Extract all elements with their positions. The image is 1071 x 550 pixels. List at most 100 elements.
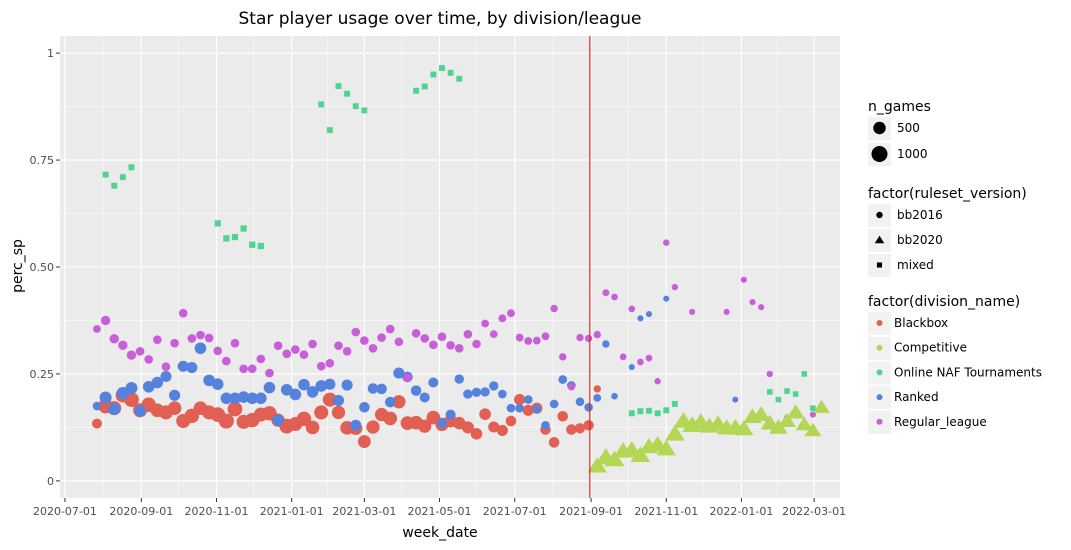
data-point (142, 380, 155, 393)
data-point (341, 379, 353, 391)
data-point (654, 410, 661, 417)
y-tick-label: 0.50 (30, 261, 55, 274)
data-point (289, 388, 302, 401)
data-point (334, 341, 343, 351)
data-point (549, 399, 559, 409)
data-point (100, 315, 111, 326)
data-point (445, 409, 456, 420)
data-point (628, 410, 635, 417)
data-point (809, 411, 816, 418)
data-point (437, 332, 447, 342)
data-point (584, 334, 593, 343)
legend-size-entries: 500 1000 (868, 117, 928, 166)
data-point (505, 415, 517, 427)
data-point (769, 418, 788, 434)
legend-color-marker (876, 344, 883, 351)
data-point (479, 408, 491, 420)
data-point (229, 392, 241, 405)
data-point (446, 340, 455, 350)
data-point (723, 308, 730, 315)
data-point (177, 360, 189, 372)
x-axis-ticks: 2020-07-01 2020-09-01 2020-11-01 2021-01-01… (33, 498, 846, 518)
data-point (153, 335, 162, 345)
data-point (178, 308, 188, 318)
x-tick-label: 2022-01-01 (709, 505, 773, 518)
data-point (611, 392, 618, 400)
legend-shape-marker (874, 235, 885, 244)
data-point (470, 428, 483, 440)
data-point (308, 339, 317, 349)
data-point (523, 395, 533, 404)
data-point (291, 345, 300, 354)
data-point (461, 421, 474, 434)
y-tick-label: 0 (47, 475, 54, 488)
data-point (663, 239, 670, 246)
data-point (498, 389, 507, 399)
data-point (167, 401, 182, 416)
data-point (488, 421, 500, 433)
data-point (92, 401, 102, 411)
data-point (515, 403, 524, 413)
data-point (160, 370, 172, 383)
data-point (454, 374, 464, 384)
data-point (532, 404, 542, 414)
data-point (498, 314, 507, 323)
data-point (522, 404, 534, 416)
legend-color-marker (876, 418, 883, 425)
data-point (541, 332, 550, 341)
data-point (350, 419, 362, 431)
data-point (125, 382, 138, 395)
data-point (306, 386, 319, 398)
data-point (734, 419, 754, 436)
data-point (514, 394, 526, 406)
data-point (611, 293, 618, 301)
data-point (418, 419, 432, 433)
legend-size-title: n_games (868, 99, 931, 115)
data-point (420, 334, 430, 343)
data-point (429, 340, 438, 350)
data-point (413, 87, 420, 94)
data-point (795, 416, 813, 431)
data-point (237, 391, 250, 403)
data-point (740, 276, 747, 283)
data-point (558, 375, 568, 384)
data-point (419, 392, 430, 403)
data-point (583, 420, 594, 431)
data-point (111, 182, 118, 189)
data-point (430, 71, 437, 78)
data-point (93, 325, 101, 333)
data-point (472, 339, 481, 349)
data-point (211, 378, 224, 391)
legend-size-label: 1000 (897, 147, 928, 161)
data-point (298, 378, 310, 391)
data-point (480, 387, 490, 397)
data-point (439, 65, 445, 72)
data-point (342, 346, 352, 356)
data-point (810, 405, 816, 411)
data-point (220, 392, 233, 405)
legend-size-marker (871, 146, 888, 162)
data-point (671, 400, 678, 407)
data-point (532, 336, 541, 345)
data-point (574, 423, 586, 434)
legend-color-label: Ranked (894, 390, 939, 404)
legend-color-label: Regular_league (894, 415, 987, 429)
data-point (230, 338, 240, 348)
x-tick-label: 2020-09-01 (109, 505, 173, 518)
data-point (214, 220, 221, 227)
data-point (377, 333, 386, 342)
data-point (471, 387, 482, 398)
legend-color-label: Online NAF Tournaments (894, 365, 1042, 379)
data-point (126, 350, 137, 360)
data-point (296, 411, 312, 427)
data-point (541, 420, 550, 430)
data-point (481, 319, 490, 328)
data-point (602, 340, 610, 348)
data-point (256, 354, 266, 364)
data-point (128, 164, 135, 171)
x-tick-label: 2020-11-01 (185, 505, 249, 518)
data-point (218, 413, 234, 429)
data-point (213, 346, 223, 356)
legend-shape-title: factor(ruleset_version) (868, 186, 1027, 202)
legend-shape-label: bb2020 (897, 233, 943, 247)
